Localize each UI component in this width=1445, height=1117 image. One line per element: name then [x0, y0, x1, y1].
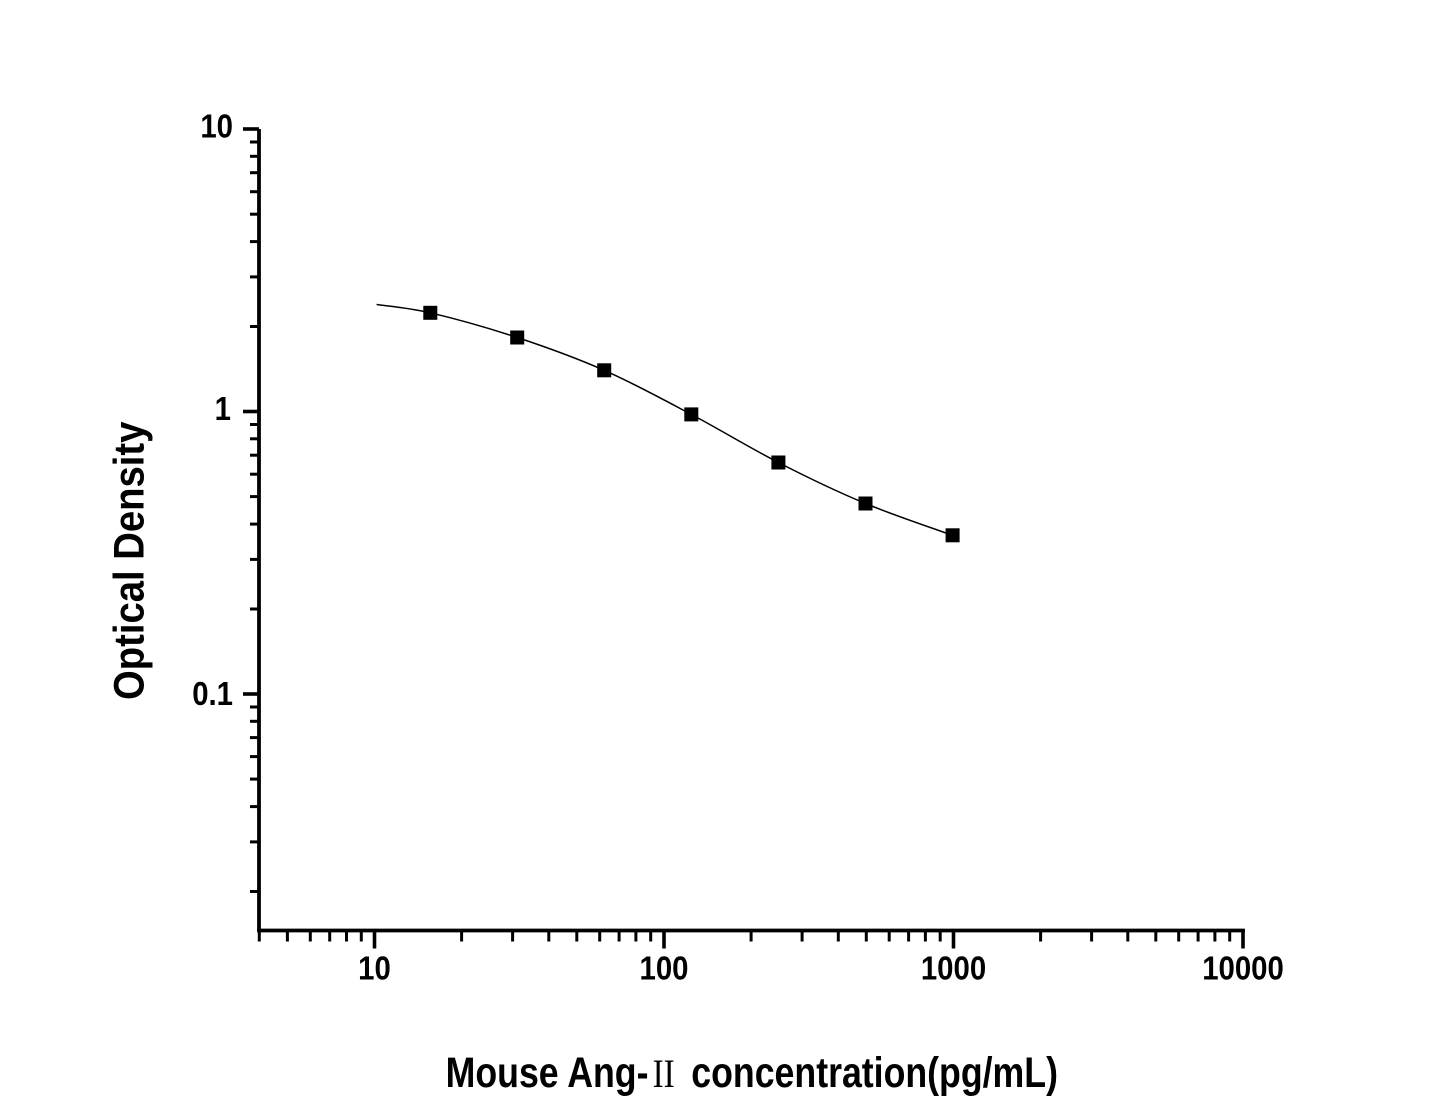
- svg-text:1000: 1000: [921, 950, 986, 987]
- svg-text:0.1: 0.1: [192, 675, 233, 712]
- svg-text:10: 10: [358, 950, 391, 987]
- svg-text:100: 100: [640, 950, 689, 987]
- svg-text:Mouse Ang-II concentration(pg/: Mouse Ang- II concentration(pg/mL): [446, 1049, 1058, 1097]
- svg-text:10000: 10000: [1202, 950, 1284, 987]
- svg-text:1: 1: [215, 390, 231, 427]
- svg-text:10: 10: [200, 108, 233, 145]
- svg-text:Optical Density: Optical Density: [104, 421, 153, 700]
